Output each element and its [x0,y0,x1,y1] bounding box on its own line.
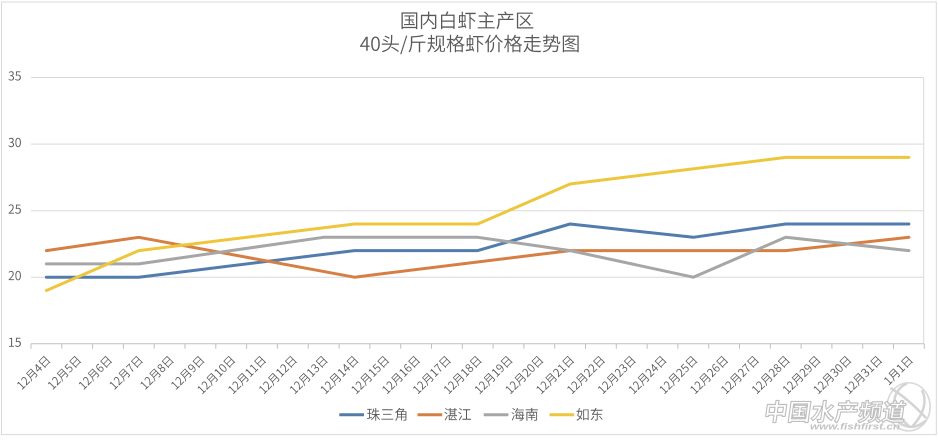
svg-text:www.fishfirst.cn: www.fishfirst.cn [810,421,900,431]
